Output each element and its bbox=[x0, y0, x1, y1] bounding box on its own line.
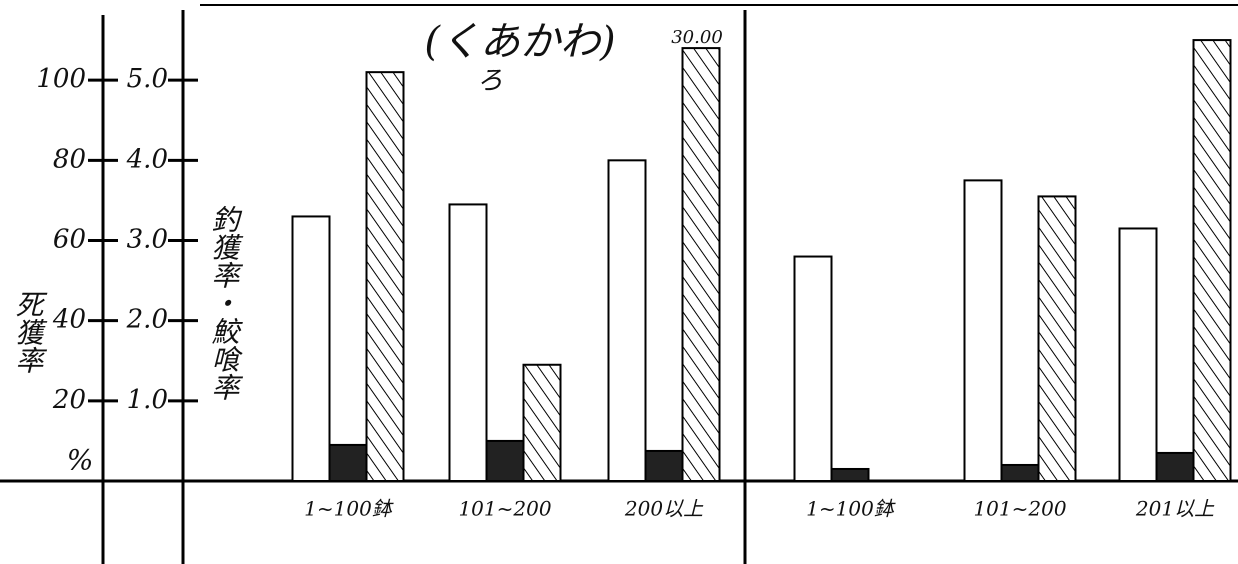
y-tick-label: 20 bbox=[52, 385, 86, 415]
x-tick-label: 101~200 bbox=[458, 497, 551, 521]
x-tick-label: 101~200 bbox=[973, 497, 1066, 521]
annotation: 30.00 bbox=[671, 27, 723, 48]
bar bbox=[1118, 227, 1158, 482]
bar bbox=[291, 215, 331, 482]
y2-tick-label: 5.0 bbox=[127, 64, 168, 94]
bar bbox=[793, 255, 833, 482]
y2-tick-label: 2.0 bbox=[126, 305, 168, 335]
x-tick-label: 201以上 bbox=[1135, 497, 1215, 521]
y-axis-title: 死獲率 bbox=[12, 290, 45, 374]
y-tick-label: 80 bbox=[53, 144, 86, 174]
bar bbox=[1192, 39, 1232, 482]
x-tick-label: 1~100鉢 bbox=[806, 497, 896, 521]
y-axis-unit: % bbox=[67, 444, 94, 477]
chart-title: (くあかわ) bbox=[424, 19, 615, 65]
y-tick-label: 40 bbox=[52, 305, 86, 335]
bar bbox=[485, 439, 525, 482]
bar bbox=[830, 467, 870, 483]
y2-tick-label: 1.0 bbox=[127, 385, 168, 415]
x-tick-label: 200以上 bbox=[624, 497, 704, 521]
bar bbox=[1000, 463, 1040, 483]
bar bbox=[644, 449, 684, 482]
bar bbox=[1037, 195, 1077, 483]
x-tick-label: 1~100鉢 bbox=[304, 497, 394, 521]
y2-axis-title: 釣獲率・鮫喰率 bbox=[208, 205, 241, 401]
annotation: ろ bbox=[477, 66, 503, 96]
y-tick-label: 60 bbox=[53, 225, 86, 255]
y-tick-label: 100 bbox=[36, 64, 86, 94]
bar bbox=[607, 159, 647, 482]
bar bbox=[448, 203, 488, 483]
y2-tick-label: 3.0 bbox=[127, 225, 168, 255]
bar bbox=[365, 71, 405, 483]
bar bbox=[522, 363, 562, 482]
bar bbox=[328, 443, 368, 482]
bar bbox=[681, 47, 721, 482]
y2-tick-label: 4.0 bbox=[126, 144, 168, 174]
bar bbox=[963, 179, 1003, 482]
bar bbox=[1155, 451, 1195, 483]
